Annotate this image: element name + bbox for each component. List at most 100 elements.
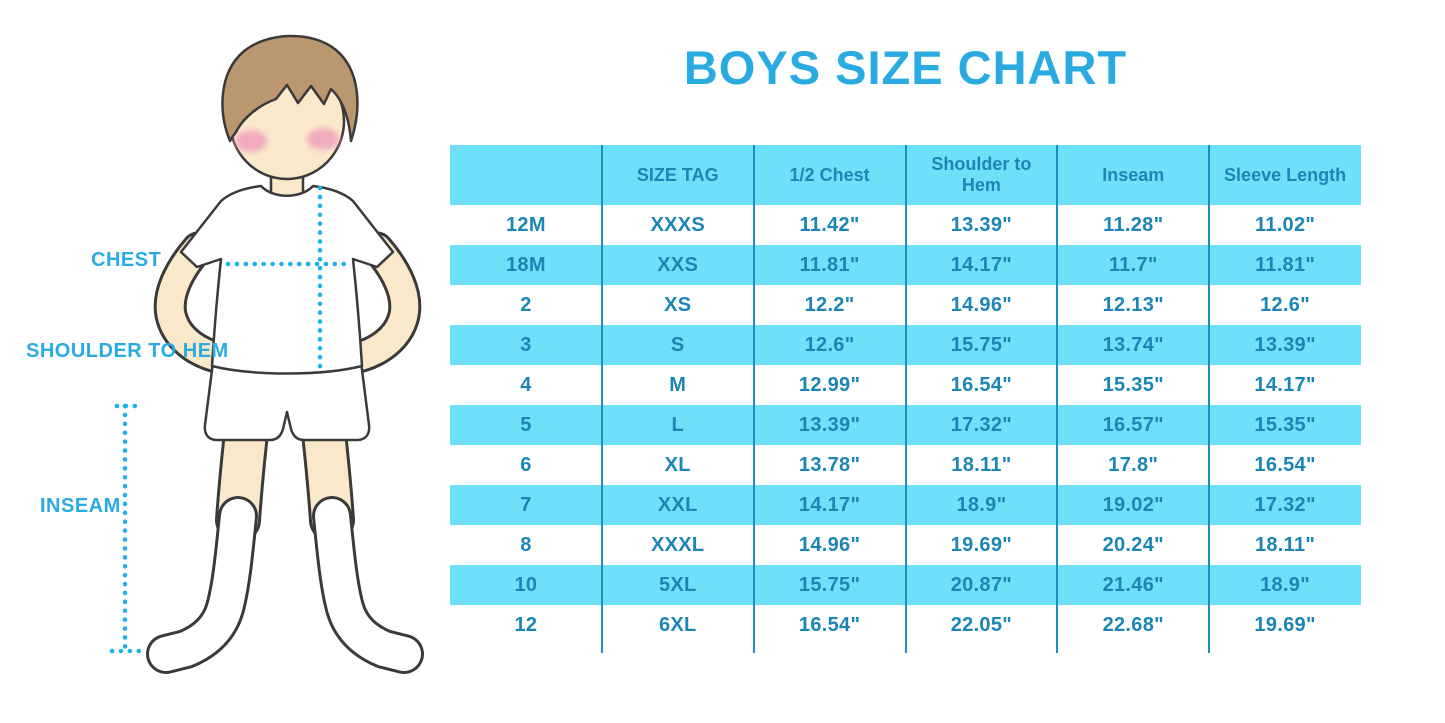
boy-measurement-illustration <box>109 34 424 674</box>
table-cell: XXL <box>657 493 698 516</box>
table-cell: S <box>670 333 685 356</box>
right-arm <box>345 231 422 373</box>
table-cell: 16.54" <box>798 613 861 636</box>
table-cell: 11.02" <box>1254 213 1316 236</box>
table-cell: 4 <box>520 373 532 396</box>
chest-label: CHEST <box>91 249 162 271</box>
table-row: 6 XL 13.78" 18.11" 17.8" 16.54" <box>450 445 1361 485</box>
table-cell: 15.35" <box>1254 413 1316 436</box>
size-table: SIZE TAG 1/2 Chest Shoulder to Hem Inseam Sl… <box>450 145 1361 653</box>
table-row: 5 L 13.39" 17.32" 16.57" 15.35" <box>450 405 1361 445</box>
table-cell: 12.13" <box>1102 293 1164 316</box>
table-row: 8 XXXL 14.96" 19.69" 20.24" 18.11" <box>450 525 1361 565</box>
table-cell: 14.17" <box>1254 373 1316 396</box>
table-cell: 10 <box>514 573 538 596</box>
table-cell: 21.46" <box>1102 573 1164 596</box>
table-cell: XXXS <box>650 213 706 236</box>
table-cell: 17.8" <box>1108 453 1159 476</box>
right-sock <box>312 496 424 674</box>
table-cell: 14.96" <box>950 293 1013 316</box>
table-cell: 16.54" <box>950 373 1013 396</box>
column-header: 1/2 Chest <box>789 164 870 185</box>
table-cell: 6XL <box>658 613 697 636</box>
column-header <box>450 145 602 205</box>
table-cell: 12.6" <box>1260 293 1311 316</box>
table-row: 2 XS 12.2" 14.96" 12.13" 12.6" <box>450 285 1361 325</box>
column-header: SIZE TAG <box>636 164 719 185</box>
table-cell: 14.17" <box>798 493 861 516</box>
table-row: 4 M 12.99" 16.54" 15.35" 14.17" <box>450 365 1361 405</box>
table-cell: 18.11" <box>951 453 1012 476</box>
table-cell: 13.74" <box>1102 333 1164 356</box>
shorts <box>203 360 371 442</box>
table-cell: XS <box>664 293 692 316</box>
table-cell: 15.75" <box>798 573 861 596</box>
table-row: 7 XXL 14.17" 18.9" 19.02" 17.32" <box>450 485 1361 525</box>
table-cell: 17.32" <box>950 413 1013 436</box>
table-cell: XXXL <box>651 533 705 556</box>
table-cell: 18.11" <box>1254 533 1316 556</box>
column-header: Inseam <box>1102 164 1165 185</box>
table-cell: 14.96" <box>798 533 861 556</box>
table-cell: 11.42" <box>799 213 860 236</box>
table-cell: 20.87" <box>950 573 1013 596</box>
table-cell: 8 <box>520 533 532 556</box>
table-cell: 19.02" <box>1102 493 1164 516</box>
table-cell: 18.9" <box>1260 573 1311 596</box>
table-cell: 7 <box>520 493 532 516</box>
table-cell: XL <box>664 453 691 476</box>
table-cell: 18M <box>506 253 546 276</box>
left-cheek <box>235 130 267 152</box>
table-cell: 5 <box>520 413 532 436</box>
table-cell: 20.24" <box>1102 533 1164 556</box>
inseam-label: INSEAM <box>40 495 121 517</box>
shoulder-to-hem-label: SHOULDER TO HEM <box>26 340 229 362</box>
table-cell: 16.54" <box>1254 453 1316 476</box>
table-cell: 17.32" <box>1254 493 1316 516</box>
table-cell: 15.35" <box>1102 373 1164 396</box>
table-cell: 22.68" <box>1102 613 1164 636</box>
page-title: BOYS SIZE CHART <box>683 41 1128 94</box>
table-cell: 11.81" <box>799 253 860 276</box>
table-cell: 13.39" <box>1254 333 1316 356</box>
table-cell: 19.69" <box>1254 613 1316 636</box>
left-sock <box>146 496 258 674</box>
size-table-body: 12M XXXS 11.42" 13.39" 11.28" 11.02" 18M XXS 11.… <box>450 205 1361 645</box>
table-row: 18M XXS 11.81" 14.17" 11.7" 11.81" <box>450 245 1361 285</box>
table-cell: 11.81" <box>1254 253 1316 276</box>
t-shirt <box>179 184 395 375</box>
table-row: 12M XXXS 11.42" 13.39" 11.28" 11.02" <box>450 205 1361 245</box>
table-cell: 12M <box>506 213 546 236</box>
table-cell: 14.17" <box>950 253 1013 276</box>
table-cell: 6 <box>520 453 532 476</box>
table-cell: XXS <box>657 253 699 276</box>
table-cell: 13.39" <box>950 213 1013 236</box>
table-cell: 5XL <box>658 573 697 596</box>
table-cell: 11.28" <box>1103 213 1164 236</box>
table-cell: 12.99" <box>798 373 861 396</box>
table-cell: M <box>669 373 687 396</box>
table-cell: 19.69" <box>950 533 1013 556</box>
table-row: 12 6XL 16.54" 22.05" 22.68" 19.69" <box>450 605 1361 645</box>
column-header: Sleeve Length <box>1224 164 1347 185</box>
size-table-header: SIZE TAG 1/2 Chest Shoulder to Hem Inseam Sl… <box>450 145 1361 205</box>
table-cell: 12 <box>514 613 538 636</box>
table-row: 10 5XL 15.75" 20.87" 21.46" 18.9" <box>450 565 1361 605</box>
right-cheek <box>307 128 339 150</box>
table-cell: 13.78" <box>798 453 861 476</box>
column-header: Shoulder to Hem <box>931 154 1032 195</box>
table-cell: 22.05" <box>950 613 1013 636</box>
table-cell: 11.7" <box>1108 253 1158 276</box>
table-cell: 2 <box>520 293 532 316</box>
table-cell: 12.2" <box>804 293 855 316</box>
table-cell: 12.6" <box>804 333 855 356</box>
table-cell: 18.9" <box>956 493 1007 516</box>
table-cell: 16.57" <box>1102 413 1164 436</box>
table-cell: 3 <box>520 333 532 356</box>
left-arm <box>153 231 230 373</box>
table-cell: L <box>671 413 684 436</box>
hair <box>221 34 359 143</box>
table-cell: 15.75" <box>950 333 1013 356</box>
table-row: 3 S 12.6" 15.75" 13.74" 13.39" <box>450 325 1361 365</box>
